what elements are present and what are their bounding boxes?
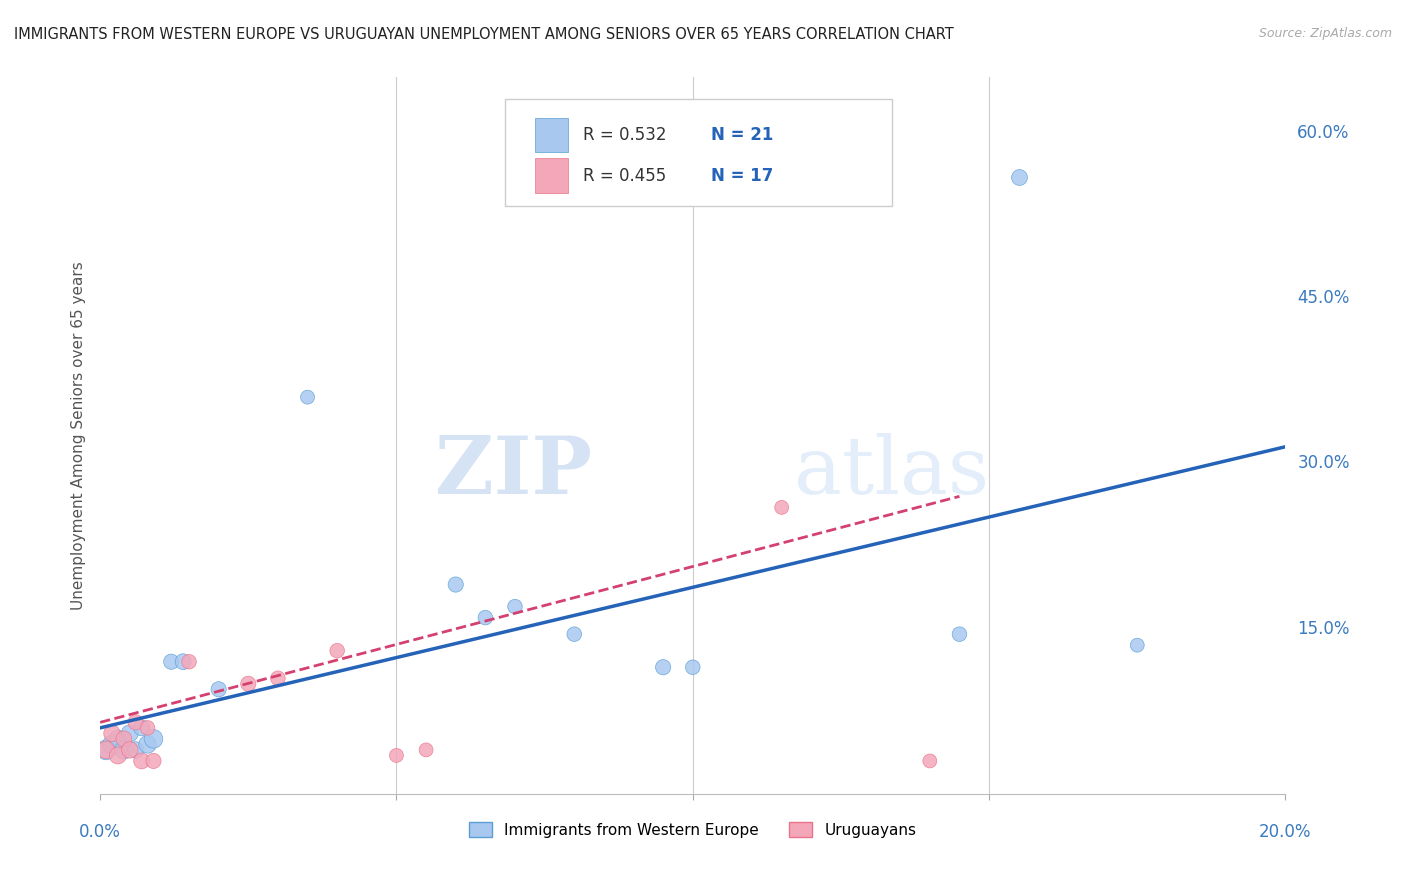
Text: N = 21: N = 21 (710, 126, 773, 144)
Point (125, 715, 148, 730)
Legend: Immigrants from Western Europe, Uruguayans: Immigrants from Western Europe, Uruguaya… (463, 815, 922, 844)
Point (652, 660, 675, 674)
Text: 60.0%: 60.0% (1298, 124, 1350, 142)
Point (160, 655, 183, 669)
Point (142, 754, 165, 768)
Text: IMMIGRANTS FROM WESTERN EUROPE VS URUGUAYAN UNEMPLOYMENT AMONG SENIORS OVER 65 Y: IMMIGRANTS FROM WESTERN EUROPE VS URUGUA… (14, 27, 953, 42)
Point (562, 627, 585, 641)
Point (101, 738, 124, 752)
Point (297, 390, 319, 404)
Text: 0.0%: 0.0% (79, 822, 121, 840)
Bar (536, 159, 568, 193)
Point (136, 721, 159, 735)
Point (948, 627, 970, 641)
Point (101, 726, 124, 740)
Point (918, 754, 941, 768)
Text: R = 0.455: R = 0.455 (582, 167, 666, 185)
Point (94, 743, 117, 757)
Point (1126, 638, 1149, 652)
Text: atlas: atlas (793, 433, 988, 510)
Point (474, 610, 496, 624)
Point (112, 743, 135, 757)
Point (112, 731, 135, 746)
Point (770, 500, 793, 515)
Text: R = 0.532: R = 0.532 (582, 126, 666, 144)
Bar (536, 118, 568, 152)
Point (1008, 169, 1031, 184)
Point (131, 754, 153, 768)
Point (326, 643, 349, 657)
Text: 45.0%: 45.0% (1298, 289, 1350, 307)
Text: Source: ZipAtlas.com: Source: ZipAtlas.com (1258, 27, 1392, 40)
Text: N = 17: N = 17 (710, 167, 773, 185)
Text: 15.0%: 15.0% (1298, 620, 1350, 638)
Point (136, 738, 159, 752)
Point (107, 731, 129, 746)
Text: 30.0%: 30.0% (1298, 454, 1350, 472)
Point (415, 743, 437, 757)
Point (682, 660, 704, 674)
Point (131, 721, 153, 735)
Y-axis label: Unemployment Among Seniors over 65 years: Unemployment Among Seniors over 65 years (72, 261, 86, 610)
Point (238, 677, 260, 691)
Point (385, 748, 408, 763)
Point (172, 655, 194, 669)
Point (118, 726, 141, 740)
Point (444, 577, 467, 591)
Point (118, 743, 141, 757)
Text: ZIP: ZIP (434, 433, 592, 510)
Point (107, 748, 129, 763)
Point (267, 671, 290, 685)
Point (94, 743, 117, 757)
Point (177, 655, 200, 669)
FancyBboxPatch shape (506, 99, 891, 206)
Point (503, 599, 526, 614)
Point (142, 731, 165, 746)
Point (208, 682, 231, 697)
Point (125, 743, 148, 757)
Text: 20.0%: 20.0% (1260, 822, 1312, 840)
